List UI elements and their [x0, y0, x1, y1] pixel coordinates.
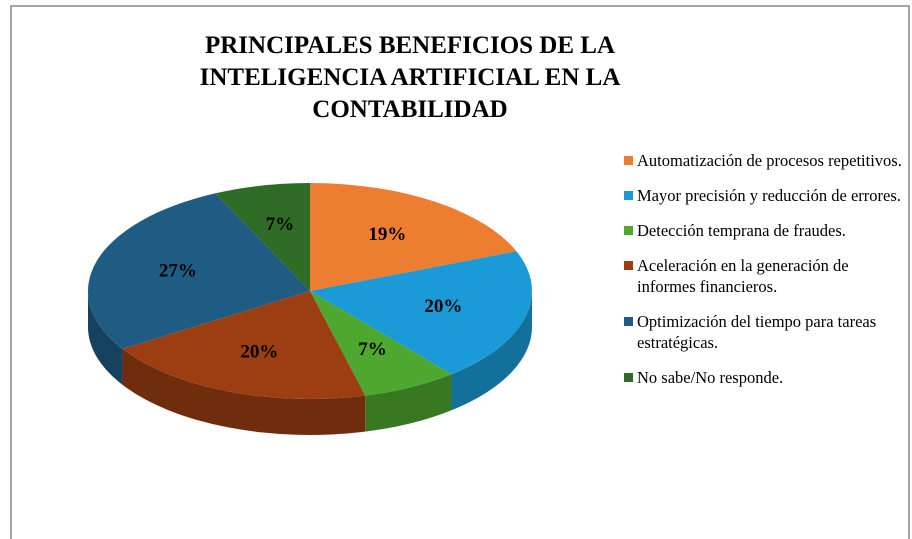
legend-swatch — [624, 226, 633, 235]
slice — [215, 183, 310, 291]
data-label: 7% — [358, 339, 387, 360]
legend-item: Mayor precisión y reducción de errores. — [624, 185, 910, 206]
data-label: 20% — [240, 342, 278, 363]
legend-swatch — [624, 191, 633, 200]
legend-label: Optimización del tiempo para tareas estr… — [637, 312, 877, 352]
legend-swatch — [624, 373, 633, 382]
slice — [87, 193, 311, 349]
chart-frame — [10, 5, 910, 539]
slice-side — [451, 291, 532, 411]
slice — [310, 251, 532, 375]
legend-label: Mayor precisión y reducción de errores. — [637, 186, 901, 205]
legend-label: No sabe/No responde. — [637, 368, 784, 387]
slice-side — [122, 348, 366, 436]
legend-item: No sabe/No responde. — [624, 367, 910, 388]
legend-label: Aceleración en la generación de informes… — [637, 256, 849, 296]
slice — [310, 183, 517, 291]
legend-swatch — [624, 317, 633, 326]
slice-side — [365, 374, 452, 432]
legend-swatch — [624, 261, 633, 270]
data-label: 20% — [424, 296, 462, 317]
legend-item: Detección temprana de fraudes. — [624, 220, 910, 241]
legend-swatch — [624, 156, 633, 165]
data-label: 27% — [159, 261, 197, 282]
legend: Automatización de procesos repetitivos. M… — [624, 150, 910, 402]
chart-title: PRINCIPALES BENEFICIOS DE LA INTELIGENCI… — [199, 32, 621, 123]
data-label: 19% — [368, 224, 406, 245]
legend-label: Automatización de procesos repetitivos. — [637, 151, 902, 170]
legend-item: Automatización de procesos repetitivos. — [624, 150, 910, 171]
legend-item: Optimización del tiempo para tareas estr… — [624, 311, 910, 353]
slice — [310, 291, 452, 396]
slice — [122, 291, 366, 399]
legend-label: Detección temprana de fraudes. — [637, 221, 846, 240]
slice-side — [88, 291, 123, 385]
data-label: 7% — [266, 214, 295, 235]
legend-item: Aceleración en la generación de informes… — [624, 255, 910, 297]
